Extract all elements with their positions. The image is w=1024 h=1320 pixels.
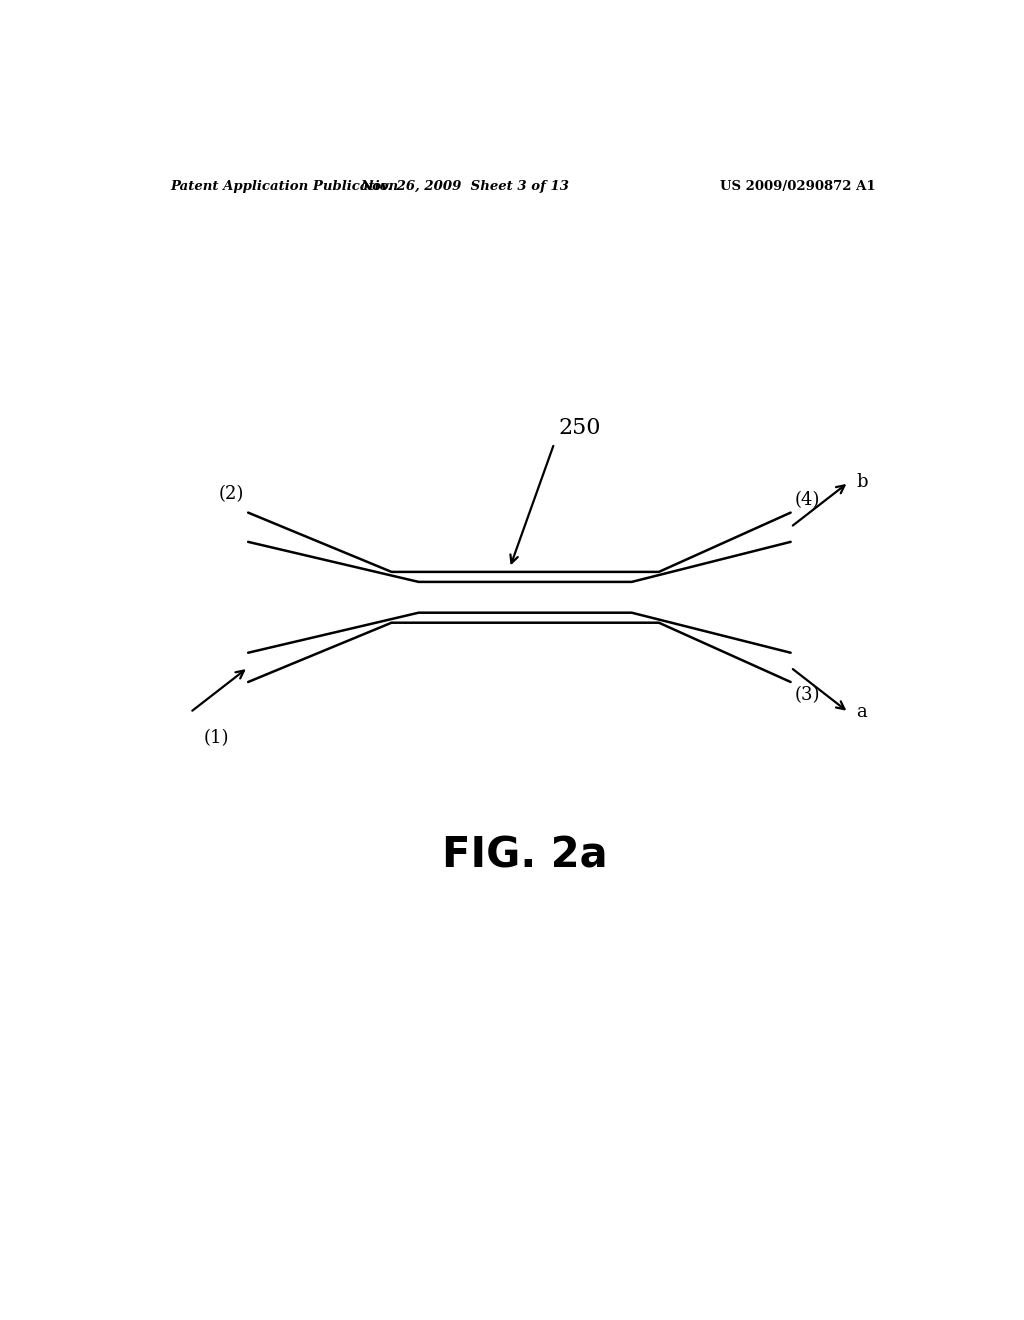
Text: (1): (1) <box>204 730 229 747</box>
Text: Nov. 26, 2009  Sheet 3 of 13: Nov. 26, 2009 Sheet 3 of 13 <box>360 180 569 193</box>
Text: a: a <box>856 704 867 722</box>
Text: Patent Application Publication: Patent Application Publication <box>171 180 398 193</box>
Text: (2): (2) <box>219 486 245 503</box>
Text: 250: 250 <box>558 417 601 440</box>
Text: (3): (3) <box>795 686 820 704</box>
Text: FIG. 2a: FIG. 2a <box>442 834 607 876</box>
Text: b: b <box>856 473 868 491</box>
Text: US 2009/0290872 A1: US 2009/0290872 A1 <box>720 180 876 193</box>
Text: (4): (4) <box>795 491 820 508</box>
